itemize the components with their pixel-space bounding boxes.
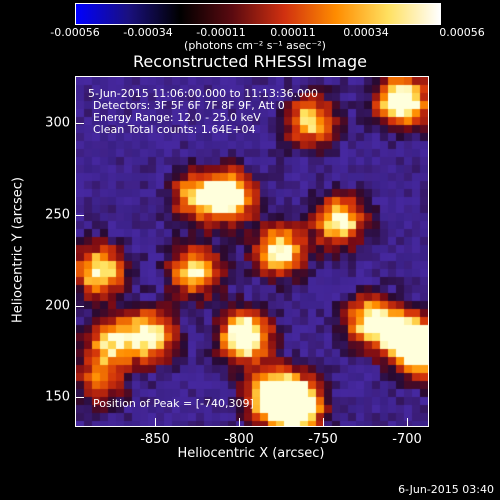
energy-range-annotation: Energy Range: 12.0 - 25.0 keV (93, 111, 261, 124)
colorbar-units: (photons cm⁻² s⁻¹ asec⁻²) (184, 39, 326, 52)
y-tick-mark (76, 123, 84, 124)
x-tick-mark (239, 418, 240, 426)
colorbar (75, 3, 441, 25)
y-tick-label: 150 (45, 389, 70, 405)
y-tick-label: 200 (45, 298, 70, 314)
y-tick-label: 250 (45, 207, 70, 223)
colorbar-tick-label: -0.00034 (123, 26, 173, 39)
x-axis-label: Heliocentric X (arcsec) (177, 446, 325, 461)
colorbar-gradient (76, 4, 440, 24)
rhessi-image (76, 77, 428, 426)
clean-counts-annotation: Clean Total counts: 1.64E+04 (93, 123, 256, 136)
y-axis-label: Heliocentric Y (arcsec) (10, 177, 26, 323)
colorbar-tick-label: 0.00056 (439, 26, 485, 39)
y-tick-label: 300 (45, 115, 70, 131)
y-tick-mark (76, 215, 84, 216)
colorbar-tick-label: 0.00034 (343, 26, 389, 39)
colorbar-tick-label: -0.00056 (50, 26, 100, 39)
y-tick-mark (76, 397, 84, 398)
x-tick-label: -700 (392, 432, 422, 447)
colorbar-tick-label: -0.00011 (196, 26, 246, 39)
colorbar-tick-label: 0.00011 (270, 26, 316, 39)
x-tick-label: -750 (308, 432, 338, 447)
x-tick-mark (155, 418, 156, 426)
x-tick-label: -850 (140, 432, 170, 447)
x-tick-mark (323, 418, 324, 426)
x-tick-mark (407, 418, 408, 426)
x-tick-label: -800 (224, 432, 254, 447)
detectors-annotation: Detectors: 3F 5F 6F 7F 8F 9F, Att 0 (93, 99, 285, 112)
peak-position-annotation: Position of Peak = [-740,309] (93, 397, 254, 410)
plot-title: Reconstructed RHESSI Image (133, 52, 367, 71)
image-plot-area[interactable]: 5-Jun-2015 11:06:00.000 to 11:13:36.000 … (75, 76, 429, 427)
y-tick-mark (76, 306, 84, 307)
time-range-annotation: 5-Jun-2015 11:06:00.000 to 11:13:36.000 (88, 87, 319, 100)
footer-date: 6-Jun-2015 03:40 (398, 483, 494, 496)
